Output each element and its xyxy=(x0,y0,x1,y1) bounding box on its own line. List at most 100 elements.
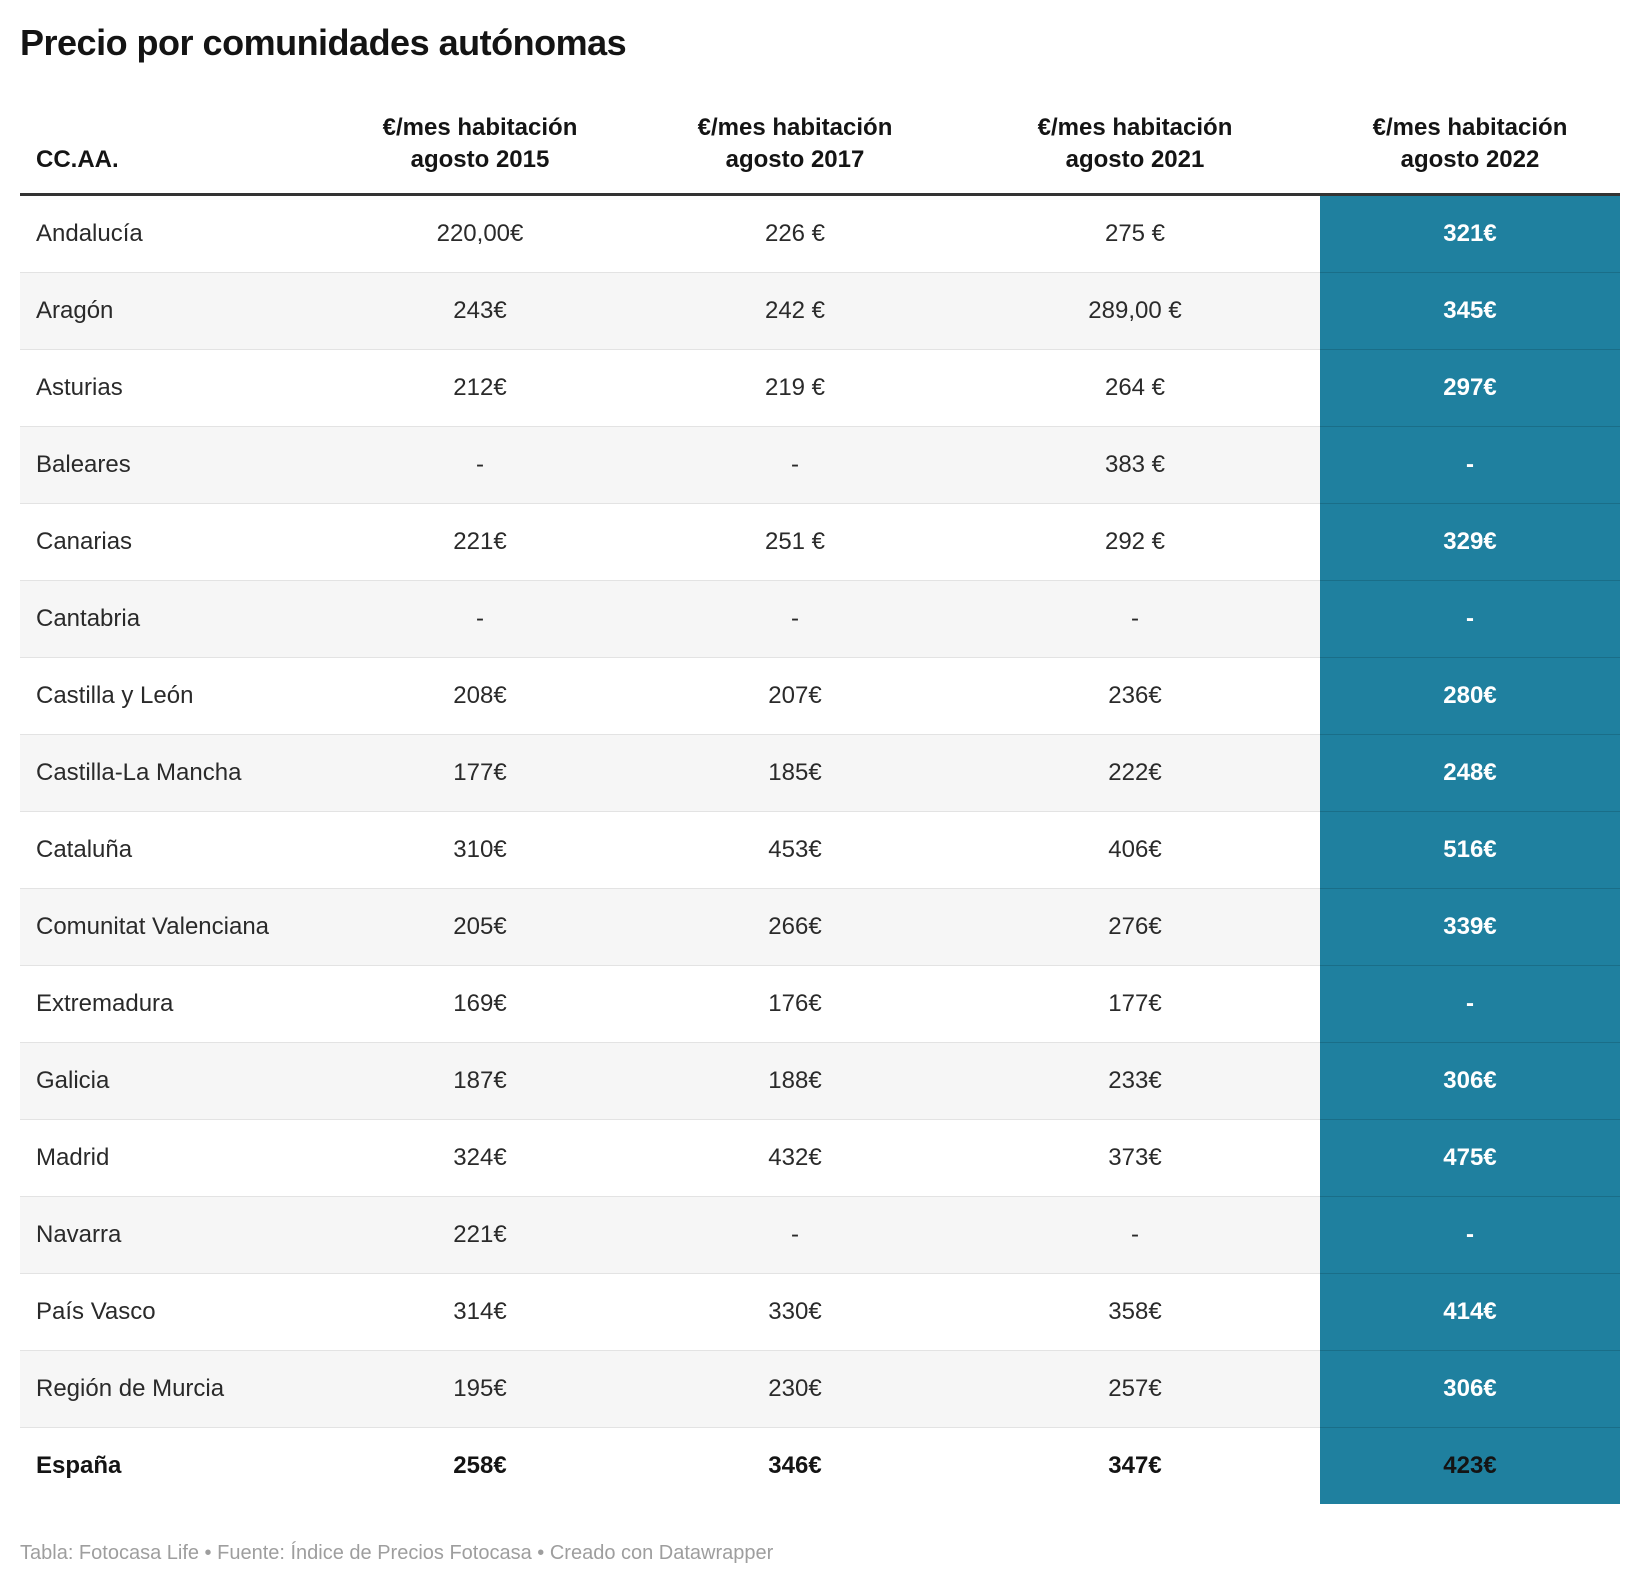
table-row: Extremadura 169€ 176€ 177€ - xyxy=(20,964,1620,1043)
header-2022-line2: agosto 2022 xyxy=(1400,146,1540,174)
price-2015: 221€ xyxy=(320,502,640,581)
region-name: Cataluña xyxy=(20,810,320,889)
price-2021: 276€ xyxy=(950,887,1320,966)
price-2017: - xyxy=(640,579,950,658)
price-2015: 220,00€ xyxy=(436,219,524,247)
price-2021: 292 € xyxy=(950,502,1320,581)
header-2015-line2: agosto 2015 xyxy=(410,146,550,174)
price-2022: 321€ xyxy=(1320,194,1620,273)
price-2017: 251 € xyxy=(640,502,950,581)
price-2015: 187€ xyxy=(320,1041,640,1120)
page-title: Precio por comunidades autónomas xyxy=(20,22,627,63)
header-ccaa: CC.AA. xyxy=(20,112,320,194)
price-2015: 314€ xyxy=(320,1272,640,1351)
table-row: Cantabria - - - - xyxy=(20,579,1620,658)
price-2022: 248€ xyxy=(1320,733,1620,812)
price-2022: 280€ xyxy=(1320,656,1620,735)
region-name: Baleares xyxy=(20,425,320,504)
price-2017: 226 € xyxy=(764,219,826,247)
table-row: Comunitat Valenciana 205€ 266€ 276€ 339€ xyxy=(20,887,1620,966)
price-2017: - xyxy=(640,425,950,504)
region-name: Extremadura xyxy=(20,964,320,1043)
price-2022: - xyxy=(1320,964,1620,1043)
price-2021: 406€ xyxy=(950,810,1320,889)
region-name: Castilla y León xyxy=(20,656,320,735)
price-2017: 432€ xyxy=(640,1118,950,1197)
price-2021: 257€ xyxy=(950,1349,1320,1428)
table-row: Canarias 221€ 251 € 292 € 329€ xyxy=(20,502,1620,581)
table-row: Cataluña 310€ 453€ 406€ 516€ xyxy=(20,810,1620,889)
price-2015: 177€ xyxy=(320,733,640,812)
region-name: Galicia xyxy=(20,1041,320,1120)
price-2021: 358€ xyxy=(950,1272,1320,1351)
table-row: Asturias 212€ 219 € 264 € 297€ xyxy=(20,348,1620,427)
region-name: Cantabria xyxy=(20,579,320,658)
price-2015: - xyxy=(320,579,640,658)
price-2021: - xyxy=(950,1195,1320,1274)
header-2017: €/mes habitación agosto 2017 xyxy=(640,112,950,194)
price-2015: 243€ xyxy=(320,271,640,350)
table-row: Castilla y León 208€ 207€ 236€ 280€ xyxy=(20,656,1620,735)
table-row: Andalucía 220,00€ 226 € 275 € 321€ xyxy=(20,194,1620,273)
price-2017: 185€ xyxy=(640,733,950,812)
price-2022: 516€ xyxy=(1320,810,1620,889)
price-2015: 212€ xyxy=(320,348,640,427)
table-row: Aragón 243€ 242 € 289,00 € 345€ xyxy=(20,271,1620,350)
table-row: Castilla-La Mancha 177€ 185€ 222€ 248€ xyxy=(20,733,1620,812)
price-2017: 453€ xyxy=(640,810,950,889)
price-2021: 373€ xyxy=(950,1118,1320,1197)
price-2015: 221€ xyxy=(320,1195,640,1274)
price-2022: - xyxy=(1320,579,1620,658)
price-2021: - xyxy=(950,579,1320,658)
region-name: España xyxy=(20,1426,320,1504)
price-2022: 306€ xyxy=(1320,1349,1620,1428)
price-2017: 230€ xyxy=(640,1349,950,1428)
header-2021-line1: €/mes habitación xyxy=(1037,114,1233,141)
price-2017: 207€ xyxy=(640,656,950,735)
price-2022: 345€ xyxy=(1320,271,1620,350)
price-2022: 297€ xyxy=(1320,348,1620,427)
table-row: Navarra 221€ - - - xyxy=(20,1195,1620,1274)
price-2022: 475€ xyxy=(1320,1118,1620,1197)
price-2017: 242 € xyxy=(640,271,950,350)
header-2022-line1: €/mes habitación xyxy=(1372,114,1568,141)
price-2017: 330€ xyxy=(640,1272,950,1351)
table-body: Andalucía 220,00€ 226 € 275 € 321€ Aragó… xyxy=(20,194,1620,1504)
price-2015: 169€ xyxy=(320,964,640,1043)
region-name: Comunitat Valenciana xyxy=(20,887,320,966)
price-2022: 423€ xyxy=(1320,1426,1620,1504)
table-row: Baleares - - 383 € - xyxy=(20,425,1620,504)
region-name: Asturias xyxy=(20,348,320,427)
table-header-row: CC.AA. €/mes habitación agosto 2015 €/me… xyxy=(20,112,1620,195)
price-2021: 383 € xyxy=(950,425,1320,504)
table-row: España 258€ 346€ 347€ 423€ xyxy=(20,1426,1620,1504)
table-row: Galicia 187€ 188€ 233€ 306€ xyxy=(20,1041,1620,1120)
price-2017: 176€ xyxy=(640,964,950,1043)
region-name: Madrid xyxy=(20,1118,320,1197)
header-2022: €/mes habitación agosto 2022 xyxy=(1320,112,1620,194)
price-2022: 414€ xyxy=(1320,1272,1620,1351)
header-2015: €/mes habitación agosto 2015 xyxy=(320,112,640,194)
price-2022: 339€ xyxy=(1320,887,1620,966)
price-2017: - xyxy=(640,1195,950,1274)
region-name: Navarra xyxy=(20,1195,320,1274)
price-2015: 208€ xyxy=(320,656,640,735)
region-name: Región de Murcia xyxy=(20,1349,320,1428)
price-2015: 310€ xyxy=(320,810,640,889)
price-2021: 275 € xyxy=(1104,219,1166,247)
price-2022: - xyxy=(1320,1195,1620,1274)
price-table: CC.AA. €/mes habitación agosto 2015 €/me… xyxy=(20,112,1620,1504)
table-row: País Vasco 314€ 330€ 358€ 414€ xyxy=(20,1272,1620,1351)
region-name: Canarias xyxy=(20,502,320,581)
table-row: Región de Murcia 195€ 230€ 257€ 306€ xyxy=(20,1349,1620,1428)
region-name: País Vasco xyxy=(20,1272,320,1351)
header-2021-line2: agosto 2021 xyxy=(1065,146,1205,174)
region-name: Aragón xyxy=(20,271,320,350)
header-ccaa-label: CC.AA. xyxy=(36,146,119,174)
header-2017-line1: €/mes habitación xyxy=(697,114,893,141)
table-row: Madrid 324€ 432€ 373€ 475€ xyxy=(20,1118,1620,1197)
price-2022: 306€ xyxy=(1320,1041,1620,1120)
price-2022: - xyxy=(1320,425,1620,504)
header-2015-line1: €/mes habitación xyxy=(382,114,578,141)
